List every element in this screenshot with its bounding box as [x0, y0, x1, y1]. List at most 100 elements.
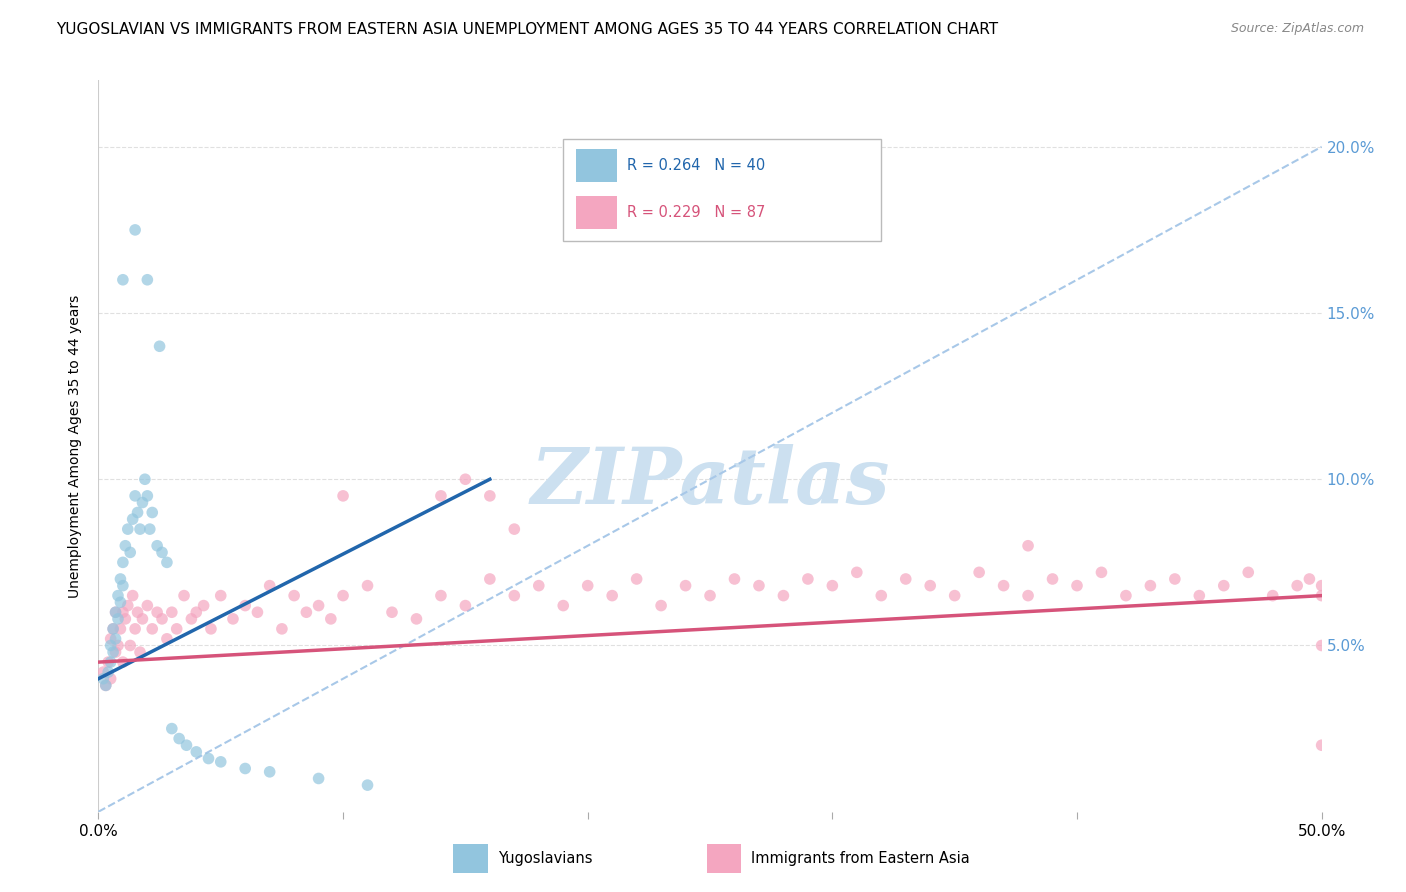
Point — [1188, 589, 1211, 603]
Point — [772, 589, 794, 603]
Point — [1066, 579, 1088, 593]
Point — [129, 522, 152, 536]
Point — [121, 512, 143, 526]
Point — [233, 762, 256, 776]
Point — [100, 632, 122, 646]
Point — [527, 579, 550, 593]
Text: Source: ZipAtlas.com: Source: ZipAtlas.com — [1230, 22, 1364, 36]
Point — [1017, 589, 1039, 603]
Point — [94, 678, 117, 692]
Point — [259, 579, 281, 593]
Point — [1237, 566, 1260, 580]
Point — [1090, 566, 1112, 580]
Point — [104, 605, 127, 619]
Point — [356, 778, 378, 792]
Point — [1310, 639, 1333, 653]
Point — [129, 645, 152, 659]
Point — [332, 589, 354, 603]
Point — [156, 632, 179, 646]
Point — [131, 612, 153, 626]
Point — [1212, 579, 1234, 593]
Point — [146, 539, 169, 553]
Point — [160, 722, 183, 736]
Point — [186, 605, 208, 619]
Point — [117, 522, 139, 536]
Point — [127, 506, 149, 520]
Point — [503, 522, 526, 536]
Point — [136, 599, 159, 613]
Point — [149, 339, 172, 353]
Point — [200, 622, 222, 636]
Text: Yugoslavians: Yugoslavians — [498, 851, 592, 866]
Point — [136, 489, 159, 503]
Point — [139, 522, 162, 536]
Point — [1261, 589, 1284, 603]
Point — [454, 472, 477, 486]
Point — [160, 605, 183, 619]
Point — [222, 612, 245, 626]
Point — [478, 572, 501, 586]
Point — [283, 589, 305, 603]
Point — [197, 751, 219, 765]
Point — [167, 731, 190, 746]
Point — [478, 489, 501, 503]
Point — [1115, 589, 1137, 603]
Point — [117, 599, 139, 613]
Text: YUGOSLAVIAN VS IMMIGRANTS FROM EASTERN ASIA UNEMPLOYMENT AMONG AGES 35 TO 44 YEA: YUGOSLAVIAN VS IMMIGRANTS FROM EASTERN A… — [56, 22, 998, 37]
Point — [270, 622, 294, 636]
Point — [180, 612, 202, 626]
Bar — [707, 844, 741, 873]
Point — [136, 273, 159, 287]
Point — [600, 589, 623, 603]
Point — [120, 545, 142, 559]
Point — [114, 612, 136, 626]
Point — [127, 605, 149, 619]
Point — [993, 579, 1015, 593]
Point — [308, 772, 330, 786]
Point — [124, 223, 146, 237]
Point — [209, 755, 232, 769]
Point — [1017, 539, 1039, 553]
Point — [107, 589, 129, 603]
Point — [1042, 572, 1064, 586]
Point — [430, 589, 453, 603]
Point — [675, 579, 697, 593]
Point — [1164, 572, 1187, 586]
Point — [626, 572, 648, 586]
Point — [100, 672, 122, 686]
Point — [821, 579, 844, 593]
Point — [943, 589, 966, 603]
Point — [967, 566, 990, 580]
Point — [295, 605, 318, 619]
Point — [576, 579, 599, 593]
Point — [150, 545, 173, 559]
Point — [107, 612, 129, 626]
Point — [111, 655, 134, 669]
Point — [124, 489, 146, 503]
Point — [650, 599, 672, 613]
Point — [920, 579, 942, 593]
Point — [141, 506, 163, 520]
Point — [111, 273, 134, 287]
Point — [146, 605, 169, 619]
Point — [166, 622, 188, 636]
Point — [1286, 579, 1309, 593]
Point — [259, 764, 281, 779]
Point — [110, 595, 132, 609]
Point — [1310, 589, 1333, 603]
Point — [120, 639, 142, 653]
Point — [104, 645, 127, 659]
Bar — [453, 844, 488, 873]
Point — [101, 622, 124, 636]
Point — [186, 745, 208, 759]
Text: Immigrants from Eastern Asia: Immigrants from Eastern Asia — [751, 851, 970, 866]
Point — [797, 572, 820, 586]
Point — [94, 678, 117, 692]
Point — [1298, 572, 1320, 586]
Point — [356, 579, 378, 593]
Point — [405, 612, 427, 626]
Point — [193, 599, 215, 613]
Point — [156, 555, 179, 569]
Point — [100, 639, 122, 653]
Point — [101, 622, 124, 636]
